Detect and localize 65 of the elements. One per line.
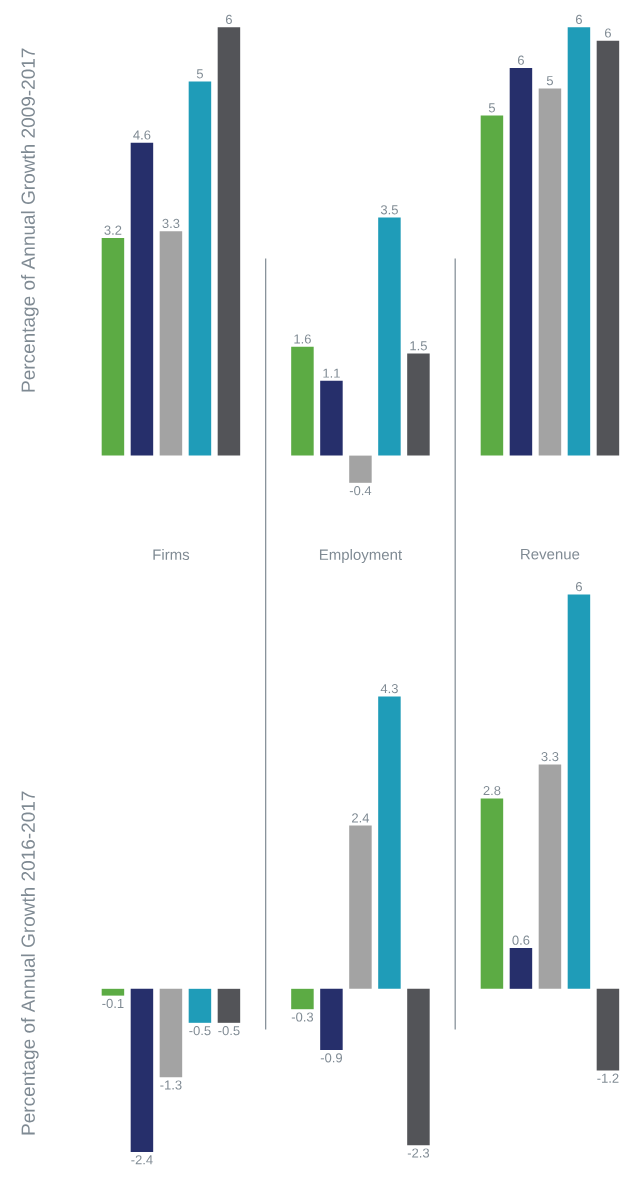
bar: [596, 40, 620, 456]
bar: [349, 455, 372, 483]
data-label: -0.3: [291, 1012, 314, 1022]
data-label: -0.4: [349, 486, 372, 496]
data-label: -1.3: [160, 1080, 182, 1090]
data-label: -0.1: [102, 998, 124, 1009]
data-label: 1.6: [294, 334, 311, 344]
data-label: 6: [604, 28, 611, 38]
bar: [291, 988, 314, 1010]
bar: [349, 825, 372, 989]
bar: [567, 27, 591, 456]
bar: [291, 346, 314, 456]
data-label: -0.9: [320, 1053, 343, 1063]
data-label: 3.5: [380, 205, 398, 215]
data-label: 3.3: [162, 218, 180, 228]
bar: [101, 238, 125, 456]
bar: [480, 798, 504, 989]
data-label: -2.4: [131, 1155, 153, 1165]
data-label: 5: [488, 103, 496, 113]
data-label: 4.6: [133, 130, 151, 140]
y-axis-title: Percentage of Annual Growth 2016-2017: [20, 791, 39, 1135]
bar: [159, 231, 183, 456]
bar: [130, 988, 154, 1153]
bar: [509, 68, 533, 456]
data-label: 4.3: [380, 684, 398, 694]
bar: [320, 988, 343, 1051]
bar: [538, 88, 562, 456]
bar: [407, 988, 430, 1146]
data-label: 6: [575, 14, 582, 24]
bar: [407, 353, 430, 456]
data-label: 3.2: [104, 225, 122, 235]
bar: [130, 142, 154, 456]
bar: [596, 988, 620, 1071]
data-label: 5: [546, 76, 554, 86]
bar: [567, 594, 591, 989]
data-label: 6: [225, 14, 232, 24]
bar: [217, 27, 241, 456]
bar: [538, 764, 562, 989]
data-label: -2.3: [407, 1148, 430, 1158]
bar: [101, 988, 125, 996]
bar: [378, 217, 401, 456]
bar: [159, 988, 183, 1078]
data-label: 3.3: [541, 752, 559, 762]
data-label: 5: [196, 69, 203, 79]
data-label: 6: [517, 55, 524, 65]
data-label: -0.5: [189, 1026, 211, 1036]
bar: [378, 696, 401, 989]
x-tick-label: Firms: [153, 548, 190, 560]
x-tick-label: Employment: [319, 548, 402, 563]
bar: [217, 988, 241, 1023]
bar: [320, 380, 343, 456]
data-label: 6: [575, 582, 582, 592]
data-label: -1.2: [597, 1073, 619, 1083]
bar: [509, 948, 533, 989]
data-label: 1.1: [323, 368, 340, 378]
data-label: -0.5: [218, 1026, 240, 1036]
bar: [188, 81, 212, 456]
bar: [188, 988, 212, 1023]
data-label: 1.5: [410, 341, 427, 351]
y-axis-title: Percentage of Annual Growth 2009-2017: [20, 48, 39, 392]
data-label: 0.6: [512, 935, 530, 945]
data-label: 2.8: [483, 786, 501, 796]
data-label: 2.4: [352, 813, 370, 823]
x-tick-label: Revenue: [521, 548, 580, 560]
bar: [480, 115, 504, 456]
